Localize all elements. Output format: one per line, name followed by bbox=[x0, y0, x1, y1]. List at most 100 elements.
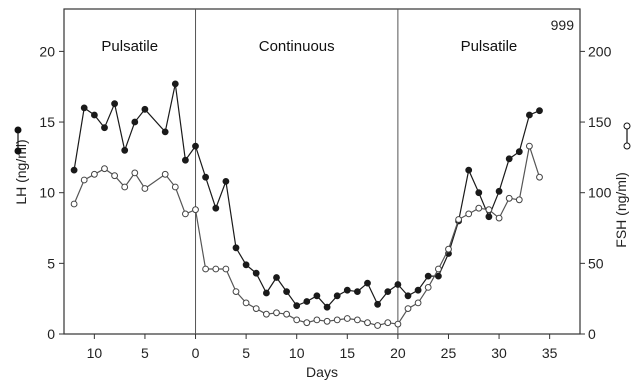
lh-data-point bbox=[424, 272, 432, 280]
x-tick-label: 5 bbox=[242, 345, 250, 361]
left-y-tick-label: 20 bbox=[39, 43, 55, 59]
lh-data-point bbox=[111, 100, 118, 108]
fsh-data-point bbox=[263, 310, 270, 318]
x-tick-label: 35 bbox=[542, 345, 558, 361]
lh-data-point bbox=[212, 204, 220, 212]
lh-data-point bbox=[384, 288, 392, 296]
lh-data-point bbox=[161, 128, 169, 136]
lh-data-point bbox=[475, 189, 483, 197]
fsh-data-point bbox=[536, 173, 543, 181]
lh-data-point bbox=[303, 298, 311, 305]
lh-data-point bbox=[526, 111, 533, 119]
fsh-data-point bbox=[111, 172, 118, 180]
lh-data-point bbox=[171, 80, 179, 88]
lh-data-point bbox=[505, 155, 513, 163]
lh-data-point bbox=[495, 187, 503, 195]
fsh-data-point bbox=[323, 317, 331, 325]
x-tick-label: 15 bbox=[340, 345, 356, 361]
fsh-data-point bbox=[414, 299, 422, 307]
lh-data-point bbox=[374, 300, 382, 308]
lh-data-point bbox=[242, 261, 250, 269]
lh-data-point bbox=[364, 279, 371, 287]
lh-data-point bbox=[141, 105, 149, 113]
fsh-data-point bbox=[485, 206, 493, 214]
fsh-data-point bbox=[465, 210, 473, 218]
lh-data-point bbox=[263, 289, 270, 297]
lh-data-point bbox=[485, 213, 493, 221]
lh-data-point bbox=[202, 173, 210, 181]
lh-data-point bbox=[80, 104, 88, 112]
lh-data-point bbox=[323, 303, 331, 311]
fsh-data-point bbox=[70, 200, 78, 208]
lh-data-point bbox=[515, 148, 523, 156]
right-y-tick-label: 100 bbox=[588, 185, 612, 201]
lh-data-point bbox=[354, 288, 361, 296]
fsh-data-point bbox=[435, 265, 442, 273]
fsh-data-point bbox=[273, 309, 280, 317]
fsh-data-point bbox=[232, 288, 240, 296]
fsh-data-point bbox=[526, 142, 533, 150]
left-y-axis-title-group: LH (ng/ml) bbox=[13, 139, 29, 204]
fsh-data-point bbox=[80, 176, 88, 184]
x-axis-title: Days bbox=[306, 364, 338, 380]
fsh-data-point bbox=[141, 185, 149, 192]
lh-series-line bbox=[73, 83, 540, 309]
fsh-data-point bbox=[374, 322, 382, 329]
fsh-data-point bbox=[354, 316, 361, 324]
lh-data-point bbox=[232, 244, 240, 252]
phase-region-label: Continuous bbox=[259, 38, 335, 55]
phase-region-labels: Pulsatile Continuous Pulsatile bbox=[101, 38, 517, 55]
fsh-data-point bbox=[455, 216, 463, 223]
left-y-tick-label: 0 bbox=[47, 326, 55, 342]
lh-data-point bbox=[343, 286, 351, 294]
fsh-legend-marker-top bbox=[623, 122, 631, 130]
lh-data-point bbox=[435, 272, 442, 280]
right-y-tick-label: 0 bbox=[588, 326, 596, 342]
x-tick-label: 30 bbox=[491, 345, 507, 361]
plot-frame bbox=[63, 8, 581, 335]
fsh-legend-symbol bbox=[623, 122, 631, 150]
lh-data-point bbox=[273, 274, 280, 281]
fsh-data-point bbox=[283, 310, 291, 318]
lh-data-point bbox=[293, 302, 301, 310]
fsh-data-point bbox=[252, 305, 260, 313]
lh-data-point bbox=[101, 124, 108, 132]
fsh-data-point bbox=[475, 204, 483, 212]
x-tick-label: 10 bbox=[289, 345, 305, 361]
left-y-tick-label: 10 bbox=[39, 185, 55, 201]
lh-data-point bbox=[414, 286, 422, 294]
lh-data-point bbox=[222, 178, 230, 185]
lh-data-point bbox=[182, 156, 189, 164]
left-y-axis-ticks: 0 5 10 15 20 bbox=[39, 43, 64, 342]
fsh-data-point bbox=[182, 210, 189, 218]
fsh-data-point bbox=[212, 265, 220, 273]
lh-data-point bbox=[333, 292, 341, 300]
phase-region-label: Pulsatile bbox=[101, 38, 158, 55]
lh-data-point bbox=[91, 111, 98, 119]
fsh-data-point bbox=[242, 299, 250, 307]
lh-data-point bbox=[536, 107, 543, 115]
fsh-data-point bbox=[202, 265, 210, 273]
fsh-data-point bbox=[333, 316, 341, 324]
right-y-tick-label: 200 bbox=[588, 43, 612, 59]
fsh-data-point bbox=[131, 169, 139, 177]
right-y-tick-label: 50 bbox=[588, 255, 604, 271]
fsh-series-line bbox=[73, 145, 541, 327]
fsh-data-point bbox=[121, 183, 129, 191]
fsh-data-point bbox=[364, 319, 371, 327]
right-y-axis-title: FSH (ng/ml) bbox=[613, 172, 629, 247]
fsh-data-point bbox=[101, 165, 108, 173]
lh-legend-marker-bottom bbox=[14, 147, 22, 155]
fsh-data-point bbox=[343, 315, 351, 322]
x-tick-label: 10 bbox=[87, 345, 103, 361]
x-tick-label: 25 bbox=[441, 345, 457, 361]
fsh-data-point bbox=[192, 206, 199, 214]
phase-boundaries bbox=[195, 9, 399, 334]
lh-data-point bbox=[283, 288, 291, 296]
fsh-data-point bbox=[171, 183, 179, 191]
lh-data-point bbox=[131, 118, 139, 126]
lh-data-point bbox=[394, 281, 402, 288]
fsh-data-point bbox=[445, 245, 452, 253]
lh-data-point bbox=[313, 292, 321, 300]
